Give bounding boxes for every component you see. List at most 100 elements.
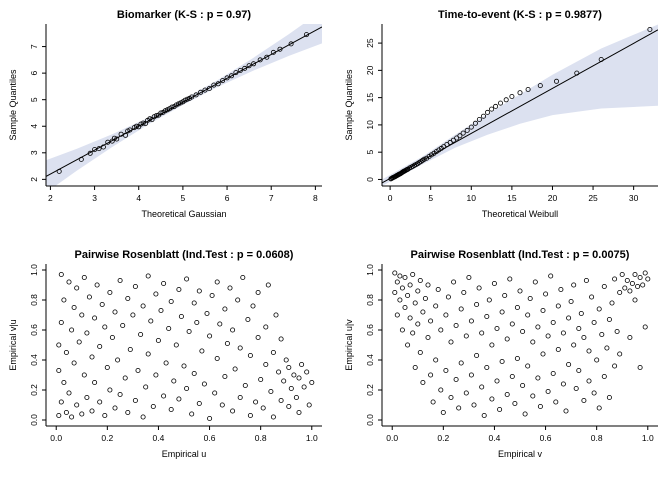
x-tick-label: 20 <box>548 193 558 203</box>
y-tick-label: 5 <box>365 150 375 155</box>
point <box>58 272 64 278</box>
point <box>202 87 208 93</box>
point <box>227 285 233 291</box>
point <box>186 329 192 335</box>
point <box>109 335 115 341</box>
point <box>578 311 584 317</box>
point <box>581 397 587 403</box>
point <box>405 342 411 348</box>
point <box>448 339 454 345</box>
point <box>169 104 175 110</box>
point <box>596 405 602 411</box>
point <box>627 288 633 294</box>
point <box>617 290 623 296</box>
point <box>199 348 205 354</box>
data-points <box>392 270 651 418</box>
point <box>273 312 279 318</box>
point <box>415 288 421 294</box>
point <box>535 375 541 381</box>
point <box>84 330 90 336</box>
point <box>573 385 579 391</box>
point <box>402 275 408 281</box>
point <box>309 379 315 385</box>
point <box>433 357 439 363</box>
point <box>601 284 607 290</box>
point <box>184 96 190 102</box>
point <box>212 390 218 396</box>
point <box>76 339 82 345</box>
point <box>471 402 477 408</box>
point <box>189 411 195 417</box>
point <box>504 336 510 342</box>
point <box>407 282 413 288</box>
reference-line <box>382 29 658 184</box>
point <box>512 400 518 406</box>
point <box>548 273 554 279</box>
point <box>245 317 251 323</box>
chart-title: Pairwise Rosenblatt (Ind.Test : p = 0.06… <box>74 249 294 261</box>
point <box>435 287 441 293</box>
point <box>566 315 572 321</box>
x-tick-label: 0.4 <box>489 433 501 443</box>
point <box>56 412 62 418</box>
point <box>405 293 411 299</box>
point <box>217 321 223 327</box>
point <box>196 400 202 406</box>
y-tick-label: 2 <box>29 177 39 182</box>
point <box>558 287 564 293</box>
point <box>637 365 643 371</box>
point <box>123 132 129 138</box>
point <box>61 297 67 303</box>
x-tick-label: 0.0 <box>50 433 62 443</box>
y-tick-label: 0.2 <box>29 384 39 396</box>
point <box>489 342 495 348</box>
point <box>489 106 495 112</box>
point <box>97 399 103 405</box>
point <box>263 362 269 368</box>
point <box>461 290 467 296</box>
point <box>86 294 92 300</box>
point <box>392 270 398 276</box>
point <box>514 356 520 362</box>
point <box>466 275 472 281</box>
point <box>525 87 531 93</box>
point <box>415 321 421 327</box>
point <box>286 403 292 409</box>
point <box>509 373 515 379</box>
point <box>56 168 62 174</box>
point <box>278 397 284 403</box>
point <box>399 285 405 291</box>
point <box>118 131 124 137</box>
point <box>228 73 234 79</box>
x-tick-label: 1.0 <box>642 433 654 443</box>
point <box>105 139 111 145</box>
point <box>438 387 444 393</box>
point <box>247 353 253 359</box>
point <box>214 279 220 285</box>
point <box>102 324 108 330</box>
point <box>550 320 556 326</box>
y-tick-label: 0.4 <box>365 354 375 366</box>
data-points <box>388 26 653 182</box>
point <box>79 411 85 417</box>
point <box>517 288 523 294</box>
x-axis-label: Empirical u <box>161 449 207 459</box>
point <box>135 367 141 373</box>
point <box>96 146 102 152</box>
point <box>494 378 500 384</box>
point <box>440 409 446 415</box>
point <box>122 375 128 381</box>
point <box>450 137 456 143</box>
point <box>428 318 434 324</box>
point <box>642 324 648 330</box>
point <box>145 351 151 357</box>
point <box>125 296 131 302</box>
point <box>153 291 159 297</box>
x-tick-label: 8 <box>313 193 318 203</box>
point <box>214 356 220 362</box>
point <box>468 124 474 130</box>
point <box>457 133 463 139</box>
point <box>443 367 449 373</box>
y-tick-label: 0.6 <box>29 324 39 336</box>
point <box>209 293 215 299</box>
